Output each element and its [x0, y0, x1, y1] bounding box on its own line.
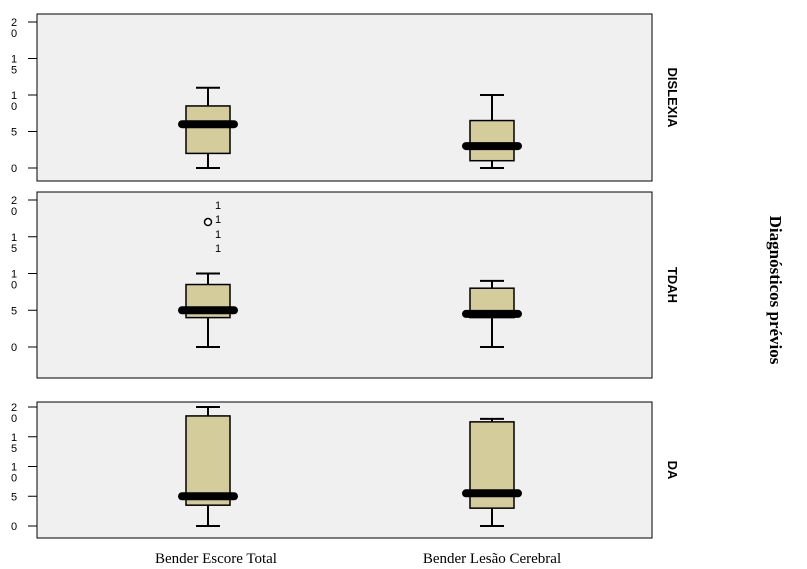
outlier-label: 1	[215, 200, 221, 212]
box-1	[462, 94, 522, 169]
y-tick-label: 2	[11, 17, 17, 29]
y-tick-label: 1	[11, 90, 17, 102]
panel-label: DA	[665, 461, 680, 480]
panels-layer: 20151050DISLEXIA20151050TDAH20151050DA11…	[11, 13, 680, 539]
y-tick-label: 0	[11, 206, 17, 218]
panel-background	[36, 13, 653, 182]
box-1	[462, 279, 522, 348]
y-tick-label: 0	[11, 28, 17, 40]
y-tick-label: 5	[11, 491, 17, 503]
y-tick-label: 1	[11, 432, 17, 444]
y-tick-label: 0	[11, 163, 17, 175]
y-tick-label: 0	[11, 413, 17, 425]
outlier-label: 1	[215, 214, 221, 226]
y-tick-label: 0	[11, 101, 17, 113]
y-tick-label: 0	[11, 342, 17, 354]
box-0	[178, 217, 238, 348]
right-axis-title: Diagnósticos prévios	[766, 216, 785, 365]
y-tick-label: 2	[11, 402, 17, 414]
y-tick-label: 1	[11, 232, 17, 244]
outlier-label: 1	[215, 229, 221, 241]
box-1	[462, 417, 522, 527]
box-iqr	[469, 119, 515, 162]
category-label-1: Bender Lesão Cerebral	[423, 551, 561, 567]
panel-background	[36, 401, 653, 539]
box-iqr	[185, 415, 231, 506]
y-tick-label: 5	[11, 65, 17, 77]
y-tick-label: 0	[11, 521, 17, 533]
outlier-point	[203, 217, 213, 227]
outlier-label: 1	[215, 243, 221, 255]
y-tick-label: 5	[11, 243, 17, 255]
y-tick-label: 5	[11, 443, 17, 455]
y-tick-label: 5	[11, 305, 17, 317]
y-tick-label: 2	[11, 195, 17, 207]
category-label-0: Bender Escore Total	[155, 551, 277, 567]
y-tick-label: 1	[11, 54, 17, 66]
y-tick-label: 0	[11, 280, 17, 292]
panel-label: DISLEXIA	[665, 68, 680, 129]
panel-label: TDAH	[665, 267, 680, 303]
y-tick-label: 0	[11, 473, 17, 485]
box-0	[178, 406, 238, 527]
box-iqr	[185, 105, 231, 155]
box-0	[178, 86, 238, 169]
panel-background	[36, 191, 653, 379]
y-tick-label: 1	[11, 269, 17, 281]
y-tick-label: 1	[11, 462, 17, 474]
y-tick-label: 5	[11, 127, 17, 139]
